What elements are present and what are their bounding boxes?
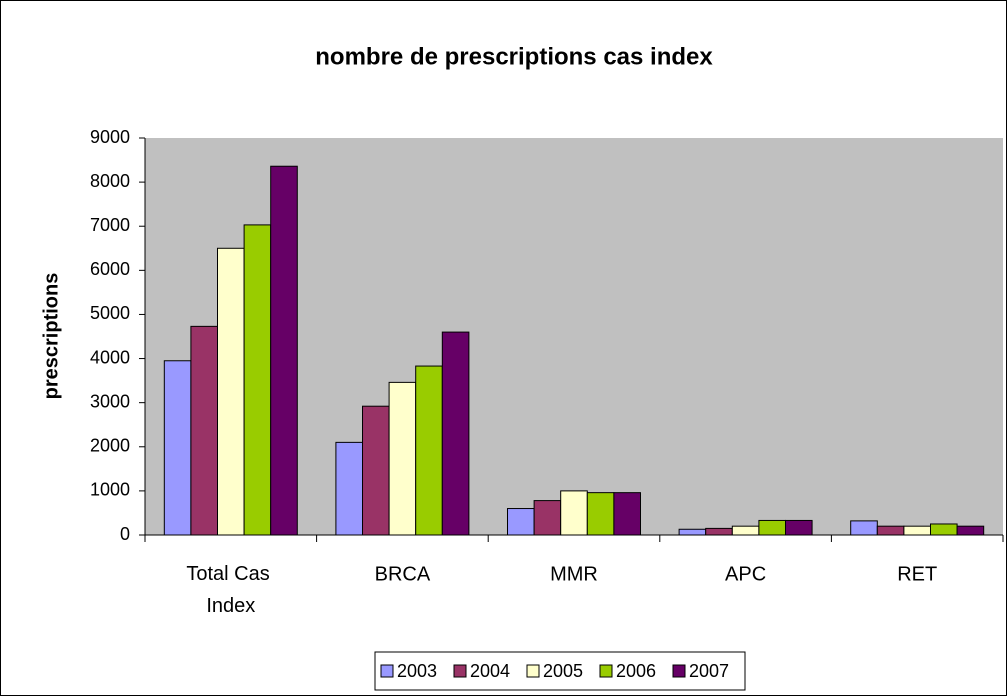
x-tick-label: RET — [897, 563, 937, 585]
x-tick-label: MMR — [550, 563, 598, 585]
y-axis-label: prescriptions — [40, 273, 62, 400]
legend-swatch — [672, 664, 686, 678]
y-tick-label: 0 — [120, 524, 130, 544]
legend-label: 2007 — [689, 661, 729, 681]
legend-swatch — [599, 664, 613, 678]
y-tick-label: 4000 — [90, 347, 130, 367]
legend-swatch — [453, 664, 467, 678]
bar — [243, 224, 272, 536]
bar — [678, 528, 707, 536]
bar — [507, 508, 535, 536]
bar — [876, 525, 905, 536]
bar — [956, 525, 985, 536]
bar — [388, 381, 417, 536]
bar — [217, 247, 245, 536]
bar — [335, 441, 364, 536]
bar — [613, 492, 641, 536]
bar — [705, 527, 733, 536]
bar — [731, 525, 760, 536]
legend-swatch — [380, 664, 394, 678]
bar — [929, 523, 958, 536]
legend-label: 2005 — [543, 661, 583, 681]
bar — [441, 331, 470, 536]
y-tick-label: 6000 — [90, 259, 130, 279]
x-tick-label: Total Cas Index — [186, 563, 275, 617]
bar — [270, 165, 298, 536]
bar — [533, 500, 562, 536]
y-tick-label: 3000 — [90, 391, 130, 411]
x-tick-label: APC — [725, 563, 766, 585]
legend-label: 2003 — [397, 661, 437, 681]
y-tick-label: 2000 — [90, 436, 130, 456]
y-tick-label: 8000 — [90, 171, 130, 191]
bar — [784, 519, 813, 536]
x-tick-label: BRCA — [375, 563, 431, 585]
bar — [163, 360, 192, 536]
bar — [850, 520, 878, 536]
bar — [560, 490, 588, 536]
legend-swatch — [526, 664, 540, 678]
y-tick-label: 5000 — [90, 303, 130, 323]
bar — [362, 405, 390, 536]
bar — [903, 525, 931, 536]
bar — [586, 492, 615, 536]
bar — [190, 325, 219, 536]
bar — [415, 365, 443, 536]
bar — [758, 519, 786, 536]
y-tick-label: 1000 — [90, 480, 130, 500]
legend-label: 2006 — [616, 661, 656, 681]
chart-title: nombre de prescriptions cas index — [315, 43, 713, 70]
y-tick-label: 9000 — [90, 127, 130, 147]
y-tick-label: 7000 — [90, 215, 130, 235]
legend-label: 2004 — [470, 661, 510, 681]
